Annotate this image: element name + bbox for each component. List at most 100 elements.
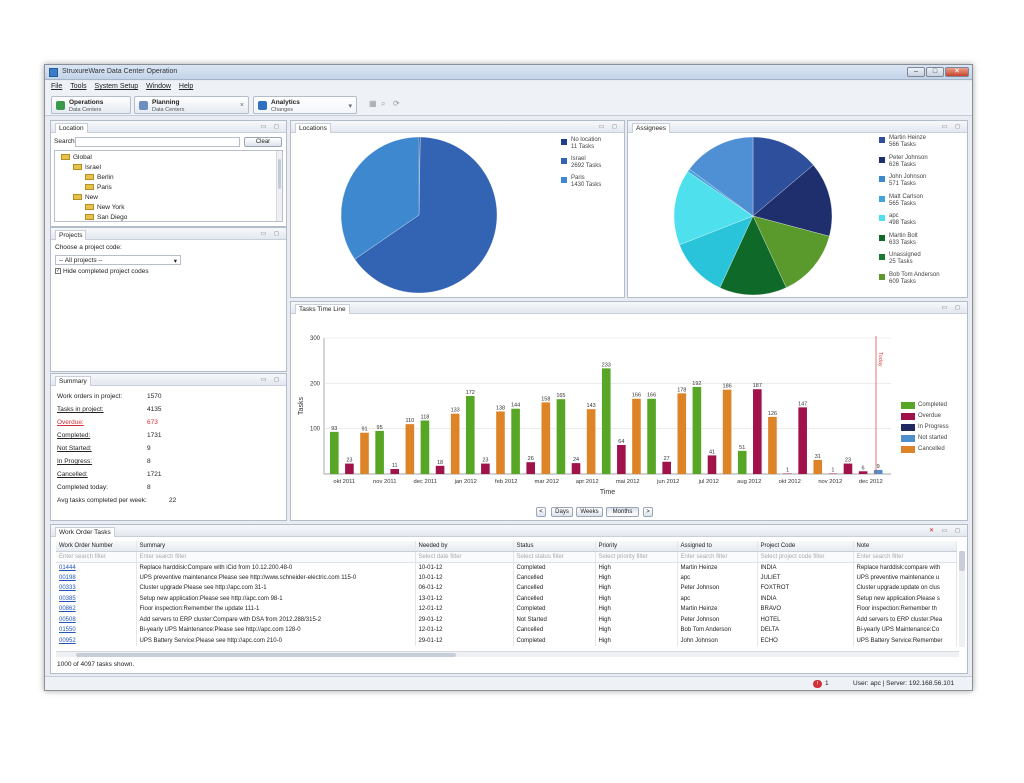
bar-completed[interactable] [375,430,384,474]
pie-slice-bob-tom-anderson[interactable] [689,136,754,217]
bar-cancelled[interactable] [360,432,369,474]
summary-row[interactable]: Not Started: 9 [57,445,151,452]
column-filter-input[interactable]: Enter search filter [56,551,137,563]
column-header[interactable]: Work Order Number [56,541,137,552]
table-row[interactable]: 00952 UPS Battery Service:Please see http… [56,635,957,646]
column-header[interactable]: Status [513,541,596,552]
summary-row[interactable]: Cancelled: 1721 [57,471,162,478]
menu-help[interactable]: Help [178,83,194,90]
locations-tab[interactable]: Locations [295,123,331,133]
bar-cancelled[interactable] [632,398,641,474]
timeline-tab[interactable]: Tasks Time Line [295,304,350,314]
column-header[interactable]: Needed by [415,541,514,552]
column-filter-input[interactable]: Select date filter [415,551,514,563]
bar-overdue[interactable] [481,463,490,474]
bar-cancelled[interactable] [450,413,460,474]
bar-cancelled[interactable] [541,402,551,474]
column-filter-input[interactable]: Select project code filter [757,551,854,563]
perspective-operations[interactable]: Operations Data Centers [51,96,131,114]
next-button[interactable]: > [643,507,653,517]
column-filter-input[interactable]: Enter search filter [136,551,416,563]
bar-overdue[interactable] [753,389,762,474]
panel-controls[interactable]: ▭ ◻ [598,124,620,130]
pie-slice-martin-heinze[interactable] [752,136,814,217]
project-select[interactable]: -- All projects -- ▾ [55,255,181,265]
bar-cancelled[interactable] [677,393,687,474]
tree-node[interactable]: New York [85,204,124,211]
minimize-button[interactable]: – [907,67,925,77]
bar-cancelled[interactable] [586,409,596,474]
bar-completed[interactable] [692,386,702,474]
assignees-tab[interactable]: Assignees [632,123,670,133]
bar-completed[interactable] [737,450,747,474]
column-header[interactable]: Summary [136,541,416,552]
table-cell[interactable]: 01550 [56,625,137,636]
column-filter-input[interactable]: Enter search filter [677,551,758,563]
bar-completed[interactable] [420,420,430,474]
panel-controls[interactable]: ✕ ▭ ◻ [928,528,963,534]
bar-cancelled[interactable] [813,459,823,474]
table-row[interactable]: 00385 Setup new application:Please see ht… [56,593,957,604]
table-cell[interactable]: 01444 [56,562,137,573]
bar-overdue[interactable] [843,463,853,474]
bar-overdue[interactable] [435,465,445,474]
bar-completed[interactable] [647,398,656,474]
table-cell[interactable]: 00508 [56,614,137,625]
table-row[interactable]: 00862 Floor inspection:Remember the updat… [56,604,957,615]
table-cell[interactable]: 00862 [56,604,137,615]
close-window-button[interactable]: ✕ [945,67,969,77]
pie-slice-matt-carlson[interactable] [719,215,787,296]
menu-system-setup[interactable]: System Setup [94,83,139,90]
pie-slice-martin-bolt[interactable] [673,171,754,246]
column-header[interactable]: Project Code [757,541,854,552]
bar-cancelled[interactable] [496,411,505,474]
pie-slice-israel[interactable] [354,136,498,294]
bar-completed[interactable] [601,368,611,474]
summary-tab[interactable]: Summary [55,376,91,386]
table-row[interactable]: 00508 Add servers to ERP cluster:Compare … [56,614,957,625]
toolbar-refresh-icon[interactable]: ⟳ [393,99,400,108]
table-cell[interactable]: 00385 [56,593,137,604]
alert-icon[interactable]: ! [813,680,822,688]
menu-window[interactable]: Window [146,83,171,90]
table-cell[interactable]: 00198 [56,572,137,583]
summary-row-overdue[interactable]: Overdue: 673 [57,419,158,426]
bar-overdue[interactable] [617,444,626,474]
projects-tab[interactable]: Projects [55,230,87,240]
panel-controls[interactable]: ▭ ◻ [260,231,282,237]
weeks-button[interactable]: Weeks [576,507,603,517]
bar-cancelled[interactable] [722,389,732,474]
bar-completed[interactable] [465,396,475,474]
dropdown-arrow-icon[interactable]: ▾ [348,103,352,110]
column-header[interactable]: Priority [595,541,678,552]
bar-overdue[interactable] [390,469,400,474]
work-order-tab[interactable]: Work Order Tasks [55,527,115,537]
toolbar-zoom-icon[interactable]: ⌕ [381,99,386,108]
panel-controls[interactable]: ▭ ◻ [941,305,963,311]
tree-node[interactable]: Berlin [85,174,114,181]
table-cell[interactable]: 00333 [56,583,137,594]
bar-overdue[interactable] [858,471,868,474]
column-filter-input[interactable]: Select status filter [513,551,596,563]
summary-row[interactable]: Tasks in project: 4135 [57,406,162,413]
pie-slice-paris[interactable] [340,136,420,260]
tree-node[interactable]: New [73,194,98,201]
pie-slice-john-johnson[interactable] [752,215,830,288]
column-filter-input[interactable]: Enter search filter [853,551,957,563]
column-header[interactable]: Note [853,541,957,552]
hide-completed-checkbox[interactable]: ✓ Hide completed project codes [55,268,149,275]
tree-node[interactable]: Global [61,154,92,161]
horizontal-scrollbar[interactable] [56,651,959,657]
table-row[interactable]: 01444 Replace harddisk:Compare with iCid … [56,562,957,573]
panel-controls[interactable]: ▭ ◻ [260,124,282,130]
bar-overdue[interactable] [662,461,671,474]
pie-slice-apc[interactable] [679,215,754,288]
column-header[interactable]: Assigned to [677,541,758,552]
bar-overdue[interactable] [571,463,581,474]
vertical-scrollbar[interactable] [959,551,965,647]
tree-node[interactable]: Israel [73,164,101,171]
column-filter-input[interactable]: Select priority filter [595,551,678,563]
menu-tools[interactable]: Tools [70,83,87,90]
bar-not-started[interactable] [873,469,883,474]
prev-button[interactable]: < [536,507,546,517]
